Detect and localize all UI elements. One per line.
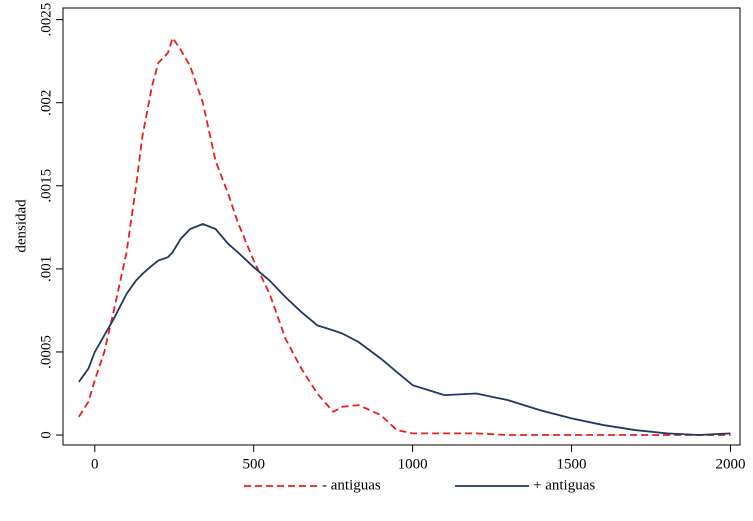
y-tick-label: .0025 <box>38 3 54 37</box>
x-tick-label: 1000 <box>398 456 428 472</box>
plot-frame <box>62 7 741 446</box>
y-axis-label: densidad <box>13 199 29 253</box>
y-tick-label: 0 <box>38 431 54 439</box>
y-tick-label: .0015 <box>38 169 54 203</box>
x-tick-label: 1500 <box>557 456 587 472</box>
y-tick-label: .002 <box>38 90 54 116</box>
x-tick-label: 500 <box>242 456 265 472</box>
legend-label: - antiguas <box>322 477 381 493</box>
y-tick-label: .0005 <box>38 335 54 369</box>
x-tick-label: 2000 <box>715 456 745 472</box>
y-tick-label: .001 <box>38 256 54 282</box>
series-line <box>78 35 731 436</box>
x-tick-label: 0 <box>91 456 99 472</box>
legend-label: + antiguas <box>533 477 595 493</box>
series-line <box>78 223 731 436</box>
